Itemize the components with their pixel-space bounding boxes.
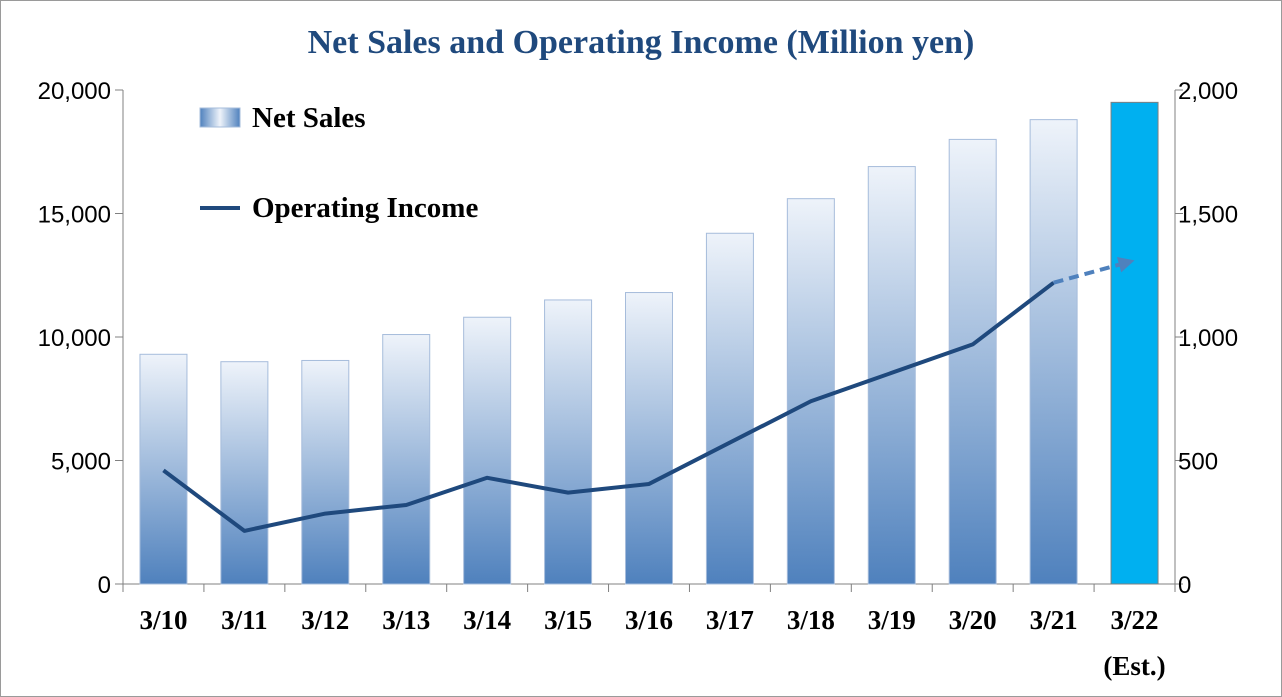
line-series xyxy=(162,256,1135,533)
bar-net-sales xyxy=(1029,119,1078,585)
y-right-tick-label: 1,500 xyxy=(1178,202,1238,229)
bar-net-sales xyxy=(786,198,835,585)
y-right-tick-label: 0 xyxy=(1178,572,1191,599)
y-left-tick-label: 5,000 xyxy=(51,449,111,476)
bar-net-sales xyxy=(544,299,593,585)
x-tick-label: 3/14 xyxy=(463,605,511,635)
y-right-tick-label: 1,000 xyxy=(1178,325,1238,352)
x-tick-label: 3/17 xyxy=(706,605,754,635)
y-right-tick-label: 500 xyxy=(1178,449,1218,476)
x-tick-label: 3/11 xyxy=(221,605,268,635)
x-tick-label: 3/18 xyxy=(787,605,835,635)
line-operating-income-estimate xyxy=(1053,262,1120,285)
y-left-tick-label: 15,000 xyxy=(38,202,111,229)
x-tick-note: (Est.) xyxy=(1103,651,1165,681)
legend-swatch-net-sales xyxy=(199,107,241,128)
bar-net-sales-estimate xyxy=(1110,101,1159,585)
line-operating-income xyxy=(162,281,1055,533)
chart-title: Net Sales and Operating Income (Million … xyxy=(307,24,975,61)
x-tick-label: 3/22 xyxy=(1111,605,1159,635)
x-tick-label: 3/21 xyxy=(1030,605,1078,635)
bar-net-sales xyxy=(463,316,512,585)
bar-net-sales xyxy=(625,292,673,585)
bar-net-sales xyxy=(867,166,916,585)
estimate-arrowhead xyxy=(1116,256,1135,273)
x-tick-label: 3/20 xyxy=(949,605,997,635)
y-right-tick-label: 2,000 xyxy=(1178,78,1238,105)
legend: Net Sales Operating Income xyxy=(199,102,478,224)
bar-net-sales xyxy=(301,359,350,585)
x-tick-label: 3/19 xyxy=(868,605,916,635)
x-tick-label: 3/15 xyxy=(544,605,592,635)
y-left-tick-label: 0 xyxy=(98,572,111,599)
y-left-tick-label: 20,000 xyxy=(38,78,111,105)
x-tick-label: 3/10 xyxy=(139,605,187,635)
x-tick-label: 3/13 xyxy=(382,605,430,635)
bar-net-sales xyxy=(139,353,188,585)
x-tick-label: 3/16 xyxy=(625,605,673,635)
legend-label-operating-income: Operating Income xyxy=(252,192,478,224)
bar-net-sales xyxy=(705,232,754,585)
bar-series xyxy=(139,101,1159,585)
x-tick-label: 3/12 xyxy=(301,605,349,635)
bar-net-sales xyxy=(948,138,997,585)
bar-net-sales xyxy=(220,361,269,585)
axes: 0 5,000 10,000 15,000 20,000 0 500 1,000 1,500 2,… xyxy=(38,78,1238,681)
bar-net-sales xyxy=(382,334,431,585)
y-left-tick-label: 10,000 xyxy=(38,325,111,352)
legend-label-net-sales: Net Sales xyxy=(252,102,366,134)
